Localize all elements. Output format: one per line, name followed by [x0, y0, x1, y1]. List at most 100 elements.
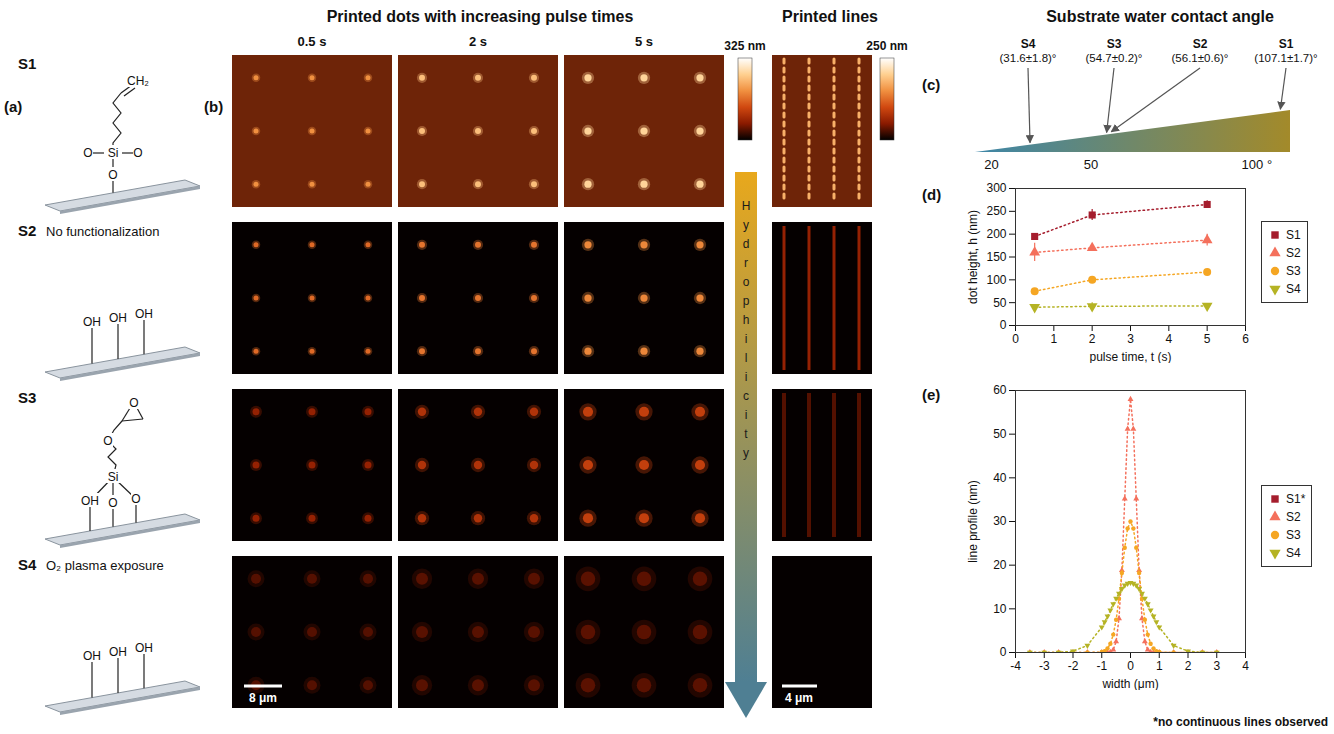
- svg-text:S4: S4: [1021, 37, 1036, 51]
- svg-text:150: 150: [986, 250, 1006, 264]
- svg-text:325 nm: 325 nm: [724, 39, 765, 53]
- svg-text:(54.7±0.2)°: (54.7±0.2)°: [1086, 52, 1143, 64]
- svg-text:OH: OH: [109, 311, 127, 325]
- svg-text:5 s: 5 s: [635, 34, 653, 49]
- svg-text:O: O: [108, 496, 117, 510]
- svg-text:0: 0: [1127, 659, 1134, 673]
- svg-text:c: c: [743, 389, 749, 403]
- svg-text:S2: S2: [1193, 37, 1208, 51]
- svg-text:60: 60: [993, 383, 1007, 397]
- svg-text:O₂ plasma exposure: O₂ plasma exposure: [46, 558, 164, 573]
- svg-text:OH: OH: [81, 494, 99, 508]
- svg-text:(a): (a): [4, 98, 22, 115]
- svg-text:t: t: [744, 427, 748, 441]
- svg-text:CH₂: CH₂: [127, 74, 149, 88]
- svg-text:(107.1±1.7)°: (107.1±1.7)°: [1254, 52, 1317, 64]
- svg-text:p: p: [743, 294, 750, 308]
- svg-text:OH: OH: [135, 641, 153, 655]
- svg-text:6: 6: [1242, 332, 1249, 346]
- svg-text:i: i: [745, 408, 748, 422]
- svg-text:Printed dots with increasing p: Printed dots with increasing pulse times: [327, 8, 634, 25]
- svg-text:O: O: [103, 434, 112, 448]
- svg-text:Si: Si: [108, 470, 119, 484]
- html-text:S1: S1: [1286, 228, 1301, 242]
- svg-text:4: 4: [1242, 659, 1249, 673]
- svg-text:Printed lines: Printed lines: [782, 8, 878, 25]
- svg-text:OH: OH: [83, 315, 101, 329]
- svg-text:0.5 s: 0.5 s: [298, 34, 327, 49]
- svg-text:200: 200: [986, 227, 1006, 241]
- svg-text:d: d: [743, 237, 750, 251]
- svg-text:*no continuous lines observed: *no continuous lines observed: [1153, 715, 1328, 729]
- svg-text:S1: S1: [1279, 37, 1294, 51]
- svg-text:-4: -4: [1010, 659, 1021, 673]
- svg-text:Si: Si: [108, 146, 119, 160]
- svg-text:o: o: [743, 275, 750, 289]
- svg-text:0: 0: [1000, 318, 1007, 332]
- svg-text:300: 300: [986, 181, 1006, 195]
- svg-text:4: 4: [1165, 332, 1172, 346]
- svg-text:0: 0: [1000, 645, 1007, 659]
- svg-text:S2: S2: [18, 222, 36, 239]
- svg-text:y: y: [743, 446, 749, 460]
- svg-text:0: 0: [1012, 332, 1019, 346]
- svg-text:l: l: [745, 351, 748, 365]
- svg-text:OH: OH: [135, 307, 153, 321]
- svg-text:(31.6±1.8)°: (31.6±1.8)°: [1000, 52, 1057, 64]
- svg-text:No functionalization: No functionalization: [46, 224, 159, 239]
- svg-text:dot height, h (nm): dot height, h (nm): [966, 210, 980, 304]
- svg-text:4 μm: 4 μm: [785, 691, 813, 705]
- svg-text:40: 40: [993, 471, 1007, 485]
- svg-text:8 μm: 8 μm: [249, 691, 277, 705]
- svg-text:100: 100: [986, 273, 1006, 287]
- svg-text:(b): (b): [204, 98, 223, 115]
- svg-text:O: O: [108, 168, 117, 182]
- svg-text:S1: S1: [18, 55, 36, 72]
- svg-text:10: 10: [993, 602, 1007, 616]
- html-text:S2: S2: [1286, 246, 1301, 260]
- svg-text:2: 2: [1089, 332, 1096, 346]
- svg-text:2: 2: [1185, 659, 1192, 673]
- svg-text:50: 50: [993, 296, 1007, 310]
- svg-text:pulse time, t (s): pulse time, t (s): [1089, 350, 1171, 364]
- svg-text:250: 250: [986, 204, 1006, 218]
- svg-text:1: 1: [1050, 332, 1057, 346]
- svg-text:Substrate water contact angle: Substrate water contact angle: [1046, 8, 1274, 25]
- svg-text:3: 3: [1213, 659, 1220, 673]
- svg-text:S3: S3: [18, 389, 36, 406]
- svg-text:50: 50: [993, 427, 1007, 441]
- svg-text:h: h: [743, 313, 750, 327]
- svg-text:i: i: [745, 332, 748, 346]
- svg-text:30: 30: [993, 514, 1007, 528]
- svg-text:(e): (e): [922, 386, 940, 403]
- svg-text:(56.1±0.6)°: (56.1±0.6)°: [1172, 52, 1229, 64]
- svg-text:50: 50: [1084, 157, 1098, 172]
- svg-text:r: r: [744, 256, 748, 270]
- svg-text:-2: -2: [1068, 659, 1079, 673]
- svg-text:O: O: [131, 492, 140, 506]
- svg-text:H: H: [742, 199, 751, 213]
- svg-text:20: 20: [993, 558, 1007, 572]
- svg-text:O: O: [133, 146, 142, 160]
- svg-text:100 °: 100 °: [1242, 157, 1273, 172]
- svg-text:(c): (c): [922, 76, 940, 93]
- svg-text:3: 3: [1127, 332, 1134, 346]
- svg-text:-3: -3: [1039, 659, 1050, 673]
- svg-text:(d): (d): [922, 186, 941, 203]
- svg-text:2 s: 2 s: [469, 34, 487, 49]
- svg-text:O: O: [129, 396, 138, 410]
- svg-text:-1: -1: [1096, 659, 1107, 673]
- svg-text:1: 1: [1156, 659, 1163, 673]
- svg-text:O: O: [83, 146, 92, 160]
- svg-text:y: y: [743, 218, 749, 232]
- svg-text:20: 20: [984, 157, 998, 172]
- svg-text:width (μm): width (μm): [1101, 677, 1158, 691]
- svg-text:line profile (nm): line profile (nm): [966, 480, 980, 563]
- svg-text:S4: S4: [18, 556, 37, 573]
- svg-text:i: i: [745, 370, 748, 384]
- svg-text:5: 5: [1204, 332, 1211, 346]
- svg-text:OH: OH: [83, 649, 101, 663]
- svg-text:250 nm: 250 nm: [866, 39, 907, 53]
- svg-text:S3: S3: [1107, 37, 1122, 51]
- svg-text:OH: OH: [109, 645, 127, 659]
